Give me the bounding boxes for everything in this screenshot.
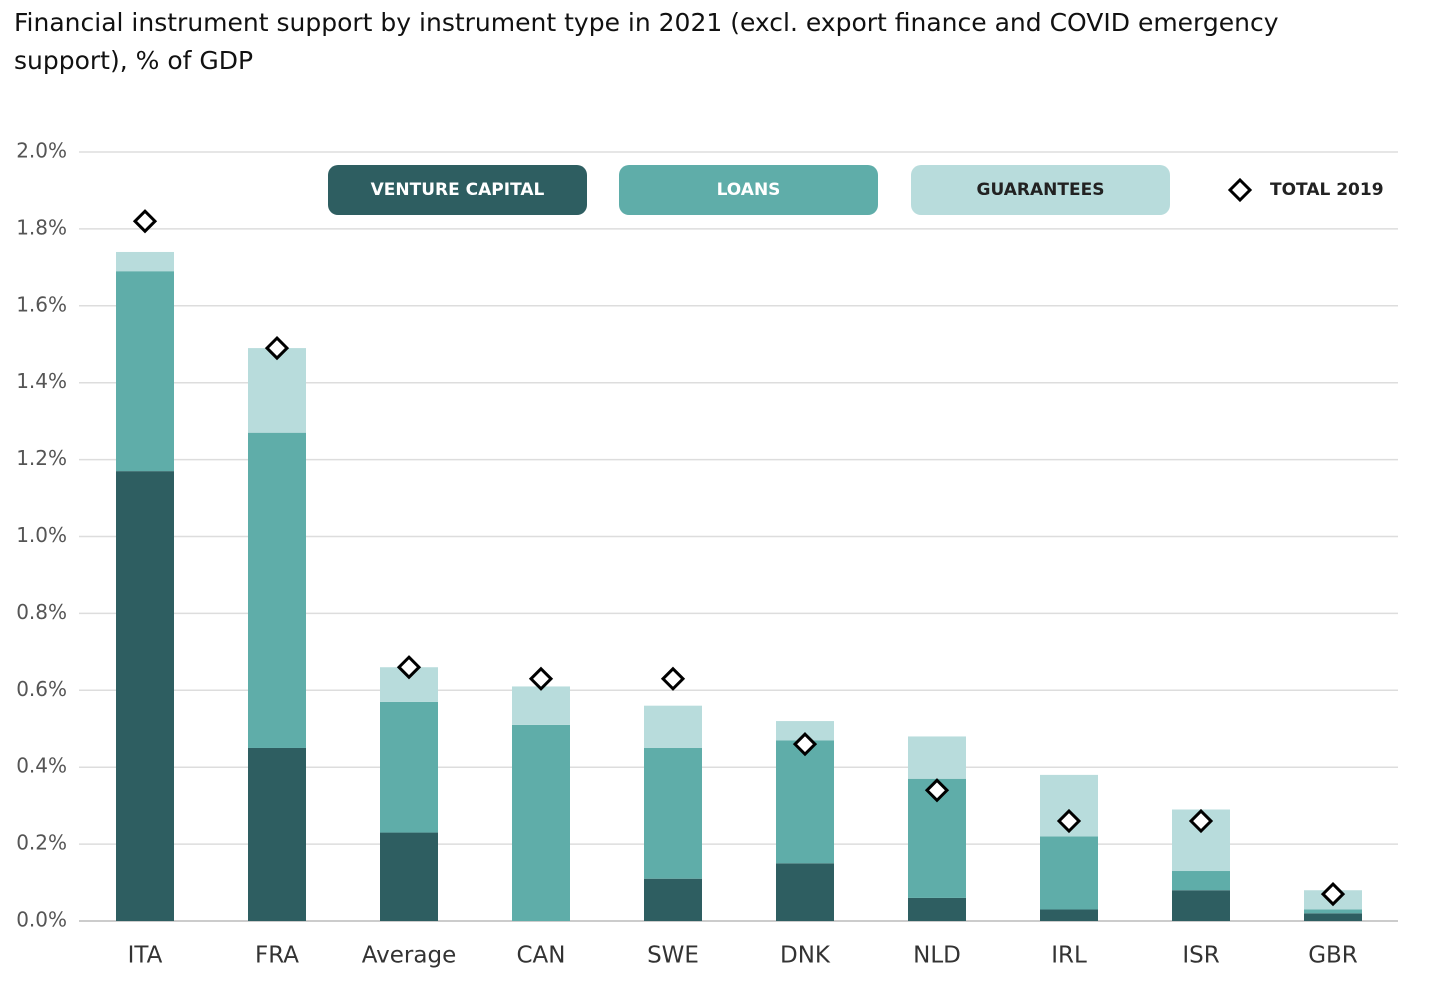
bar-segment [644,747,702,879]
y-tick-label: 1.4% [16,369,67,393]
bar-segment [512,724,570,921]
x-tick-label: GBR [1308,943,1358,969]
y-tick-label: 1.8% [16,215,67,239]
legend-swatch [328,165,587,215]
x-tick-label: ISR [1182,943,1219,969]
total-marker [924,778,950,803]
total-marker [132,209,158,234]
total-marker [1056,808,1082,834]
total-marker [1188,808,1214,834]
y-tick-label: 0.0% [16,908,67,932]
y-tick-label: 1.0% [16,523,67,547]
bar-segment [116,251,174,272]
total-marker [792,732,818,757]
bar-segment [1040,836,1098,910]
bar-segment [248,747,306,921]
bar-segment [1040,909,1098,921]
y-tick-label: 0.2% [16,831,67,855]
legend-label: LOANS [717,180,781,200]
bar-segment [380,701,438,833]
x-tick-label: Average [362,943,456,969]
legend-label: TOTAL 2019 [1270,180,1384,200]
bar-segment [1172,871,1230,891]
bar-segment [116,271,174,472]
y-tick-label: 1.6% [16,292,67,316]
bar-segment [116,471,174,921]
y-tick-label: 0.6% [16,677,67,701]
bar-segment [512,686,570,725]
bar-segment [644,705,702,748]
bar-segment [248,432,306,748]
x-tick-label: ITA [128,943,163,969]
bar-segment [908,736,966,779]
y-tick-label: 0.8% [16,600,67,624]
legend-label: VENTURE CAPITAL [371,180,545,200]
y-tick-label: 1.2% [16,446,67,470]
x-tick-label: FRA [255,943,299,969]
bar-segment [380,832,438,921]
x-tick-label: SWE [647,943,699,969]
bar-segment [908,897,966,921]
y-tick-label: 0.4% [16,754,67,778]
total-marker [396,655,422,680]
bar-segment [776,863,834,921]
bar-segment [1304,909,1362,914]
total-marker [264,335,290,361]
x-tick-label: IRL [1051,943,1087,969]
legend-label: GUARANTEES [977,180,1105,200]
total-marker [528,666,554,691]
x-tick-label: CAN [517,943,566,969]
x-tick-label: DNK [780,943,831,969]
bar-segment [776,740,834,864]
legend-marker [1227,177,1253,203]
legend-swatch [619,165,878,215]
total-marker [660,666,686,691]
bar-segment [1304,913,1362,921]
y-tick-label: 2.0% [16,139,67,163]
bar-segment [1172,890,1230,921]
total-marker [1320,881,1346,907]
chart-title: Financial instrument support by instrume… [14,8,1279,75]
bar-segment [248,348,306,433]
legend-swatch [911,165,1170,215]
bar-segment [776,721,834,741]
x-tick-label: NLD [913,943,961,969]
bar-segment [644,878,702,921]
